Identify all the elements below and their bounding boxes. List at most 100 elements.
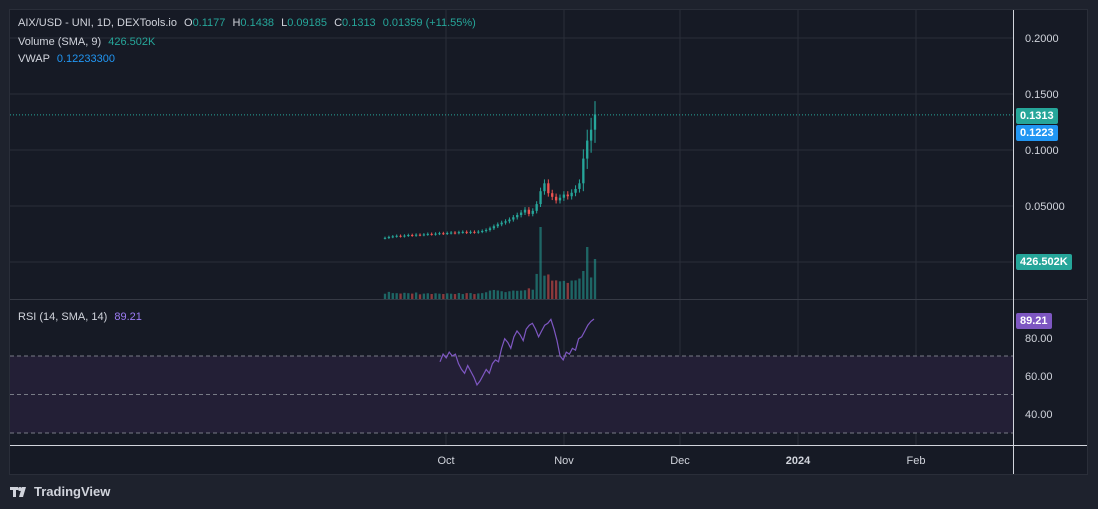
volume-bar [473,294,476,299]
brand-name: TradingView [34,484,111,499]
candle-body [586,140,589,159]
volume-bar [430,293,433,299]
candle-body [407,235,410,237]
candle-body [426,233,429,235]
volume-bar [442,294,445,299]
axes: 0.2000 0.1500 0.1000 0.05000 80.00 60.00 40.00… [437,33,1064,467]
change-value: 0.01359 (+11.55%) [382,17,476,29]
candle-body [492,226,496,229]
volume-bar [434,293,437,299]
volume-bar [539,227,542,299]
rsi-line [439,318,595,387]
volume-bar [504,292,507,299]
volume-bar [586,247,589,299]
volume-bar [578,278,581,299]
volume-bar [554,280,558,299]
candle-body [593,114,597,130]
volume-bar [422,293,426,299]
volume-bar [496,290,499,299]
candle-body [414,234,418,236]
volume-bar [531,289,534,299]
vwap-value: 0.12233300 [56,53,115,65]
candle-body [566,194,569,197]
volume-bar [488,290,492,299]
tradingview-icon [10,486,26,497]
candle-body [395,235,398,237]
time-tick-label: Feb [907,455,926,467]
candle-body [527,209,531,214]
close-label: C [334,17,343,29]
volume-bar [418,294,422,299]
time-tick-label: Nov [554,455,574,467]
volume-bar [391,293,394,299]
volume-bar [574,280,577,299]
candle-body [457,232,461,234]
time-tick-label: 2024 [786,455,811,467]
candle-body [500,222,503,225]
vwap-label: VWAP [18,53,50,65]
candle-body [403,235,406,237]
candle-body [570,192,573,197]
open-value: 0.1177 [192,17,226,29]
volume-bar [523,290,527,299]
candle-body [449,232,453,234]
candle-body [387,236,391,238]
rsi-tick-label: 60.00 [1025,371,1053,383]
volume-bar [508,291,511,299]
volume-bar [481,293,484,299]
rsi-tick-label: 80.00 [1025,333,1053,345]
candle-body [477,231,480,233]
candle-body [411,235,414,237]
volume-bar [395,293,398,299]
candle-body [481,230,484,232]
volume-bar [414,292,418,299]
last-price-tag: 0.1313 [1016,108,1058,124]
candle-body [582,158,585,184]
volume-bar [512,290,515,299]
candle-body [465,231,468,233]
volume-bar [516,290,519,299]
candle-body [562,194,566,198]
candle-body [535,204,538,211]
candle-body [539,191,542,205]
time-tick-label: Dec [670,455,690,467]
candle-body [558,197,562,201]
low-label: L [281,17,288,29]
candle-body [391,236,394,238]
volume-bar [492,289,496,299]
volume-bar [500,291,503,299]
close-value: 0.1313 [342,17,376,29]
volume-bar [547,274,550,299]
candle-body [473,231,476,233]
volume-bar [562,280,566,299]
volume-bar [527,288,531,299]
volume-bars [383,227,597,299]
candle-body [430,233,433,235]
volume-legend[interactable]: Volume (SMA, 9) 426.502K [18,35,155,49]
volume-bar [469,293,472,299]
volume-bar [589,277,593,299]
volume-bar [558,281,562,299]
candle-body [574,188,577,193]
vwap-legend[interactable]: VWAP 0.12233300 [18,52,115,66]
volume-tag: 426.502K [1016,254,1072,270]
rsi-legend[interactable]: RSI (14, SMA, 14) 89.21 [18,310,142,324]
volume-bar [457,293,461,299]
candle-body [519,212,523,216]
candle-body [523,209,527,213]
volume-bar [461,294,464,299]
symbol-label[interactable]: AIX/USD - UNI, 1D, DEXTools.io [18,17,177,29]
candle-body [578,183,581,189]
candle-body [551,193,554,197]
volume-bar [403,292,406,299]
vwap-price-tag: 0.1223 [1016,125,1058,141]
price-tick-label: 0.2000 [1025,33,1059,45]
candle-body [488,228,492,230]
volume-bar [453,294,457,299]
tradingview-logo[interactable]: TradingView [10,484,110,499]
candle-body [453,232,457,234]
candle-body [589,129,593,141]
volume-label: Volume (SMA, 9) [18,36,102,48]
volume-bar [438,293,441,299]
